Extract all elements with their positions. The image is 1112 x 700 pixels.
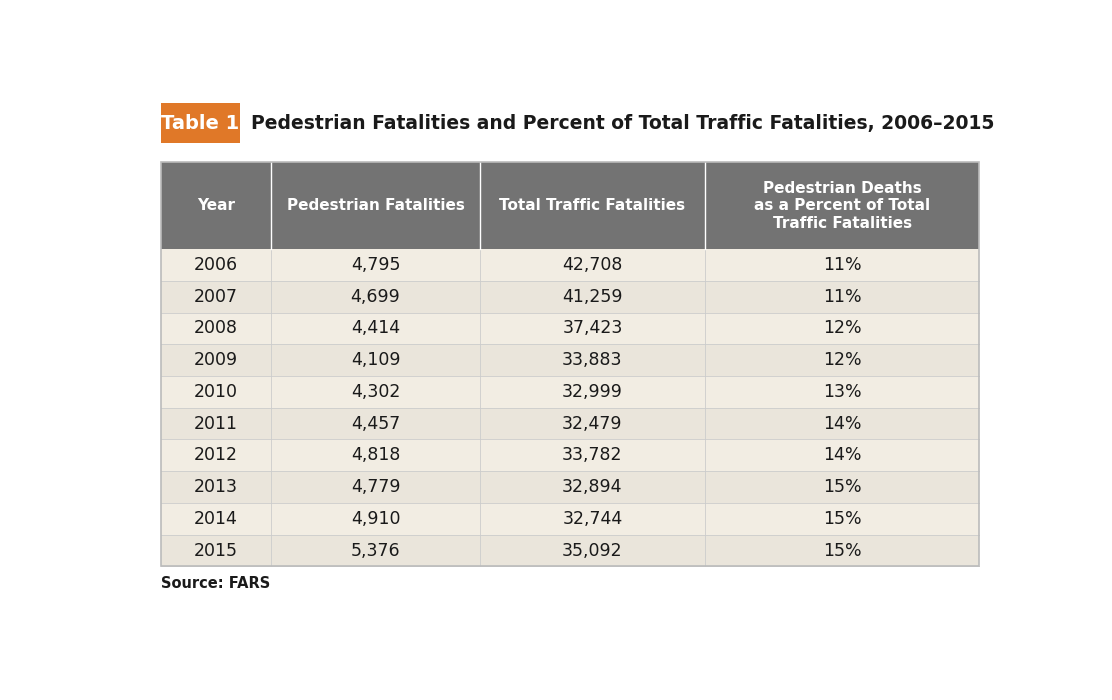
FancyBboxPatch shape [160, 312, 980, 344]
Text: 2007: 2007 [193, 288, 238, 306]
FancyBboxPatch shape [160, 162, 980, 249]
Text: 4,795: 4,795 [350, 256, 400, 274]
Text: 42,708: 42,708 [563, 256, 623, 274]
Text: 12%: 12% [823, 351, 862, 369]
FancyBboxPatch shape [160, 471, 980, 503]
Text: 13%: 13% [823, 383, 862, 401]
Text: Year: Year [197, 198, 235, 213]
Text: 4,457: 4,457 [350, 414, 400, 433]
Text: 5,376: 5,376 [350, 542, 400, 559]
Text: Table 1: Table 1 [161, 113, 239, 132]
Text: 33,883: 33,883 [563, 351, 623, 369]
Text: 32,894: 32,894 [563, 478, 623, 496]
Text: 14%: 14% [823, 414, 862, 433]
Text: 12%: 12% [823, 319, 862, 337]
Text: 4,414: 4,414 [351, 319, 400, 337]
FancyBboxPatch shape [160, 249, 980, 281]
Text: 32,999: 32,999 [562, 383, 623, 401]
Text: Source: FARS: Source: FARS [160, 576, 270, 591]
Text: 15%: 15% [823, 478, 862, 496]
Text: Pedestrian Fatalities: Pedestrian Fatalities [287, 198, 465, 213]
Text: 2011: 2011 [193, 414, 238, 433]
Text: 11%: 11% [823, 256, 862, 274]
Text: 4,910: 4,910 [350, 510, 400, 528]
FancyBboxPatch shape [160, 407, 980, 440]
Text: 4,818: 4,818 [350, 447, 400, 464]
Text: 32,744: 32,744 [563, 510, 623, 528]
Text: 2008: 2008 [193, 319, 238, 337]
Text: 4,699: 4,699 [350, 288, 400, 306]
Text: 2010: 2010 [193, 383, 238, 401]
Text: Pedestrian Deaths
as a Percent of Total
Traffic Fatalities: Pedestrian Deaths as a Percent of Total … [754, 181, 930, 230]
Text: 15%: 15% [823, 542, 862, 559]
Text: 2006: 2006 [193, 256, 238, 274]
FancyBboxPatch shape [160, 440, 980, 471]
Text: 41,259: 41,259 [563, 288, 623, 306]
Text: 4,779: 4,779 [350, 478, 400, 496]
Text: 35,092: 35,092 [562, 542, 623, 559]
Text: 2015: 2015 [193, 542, 238, 559]
Text: 2014: 2014 [193, 510, 238, 528]
Text: 14%: 14% [823, 447, 862, 464]
Text: 2009: 2009 [193, 351, 238, 369]
Text: 37,423: 37,423 [563, 319, 623, 337]
FancyBboxPatch shape [160, 344, 980, 376]
Text: 32,479: 32,479 [563, 414, 623, 433]
Text: 4,302: 4,302 [350, 383, 400, 401]
Text: 2013: 2013 [193, 478, 238, 496]
FancyBboxPatch shape [160, 376, 980, 407]
Text: Pedestrian Fatalities and Percent of Total Traffic Fatalities, 2006–2015: Pedestrian Fatalities and Percent of Tot… [251, 113, 994, 132]
Text: 33,782: 33,782 [563, 447, 623, 464]
FancyBboxPatch shape [160, 535, 980, 566]
Text: 11%: 11% [823, 288, 862, 306]
Text: 2012: 2012 [193, 447, 238, 464]
FancyBboxPatch shape [160, 503, 980, 535]
Text: 4,109: 4,109 [350, 351, 400, 369]
Text: 15%: 15% [823, 510, 862, 528]
Text: Total Traffic Fatalities: Total Traffic Fatalities [499, 198, 685, 213]
FancyBboxPatch shape [160, 281, 980, 312]
FancyBboxPatch shape [160, 103, 240, 144]
